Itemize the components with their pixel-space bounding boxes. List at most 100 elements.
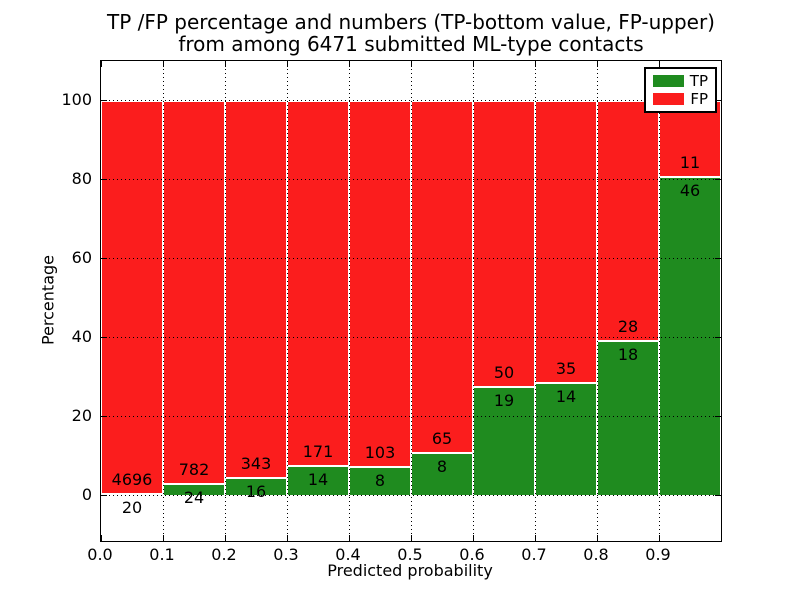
x-tick-label: 0.4 bbox=[335, 545, 361, 564]
tp-count-label: 14 bbox=[307, 470, 329, 490]
bar-fp-segment bbox=[659, 100, 721, 178]
bar-fp-segment bbox=[101, 100, 163, 495]
x-tick-label: 0.0 bbox=[87, 545, 113, 564]
gridline-vertical bbox=[162, 61, 164, 541]
fp-count-label: 171 bbox=[302, 442, 334, 462]
chart-title-line2: from among 6471 submitted ML-type contac… bbox=[178, 32, 644, 56]
y-tick-mark-right bbox=[715, 100, 721, 102]
x-tick-mark-top bbox=[348, 61, 350, 67]
fp-count-label: 11 bbox=[679, 153, 701, 173]
x-tick-label: 0.3 bbox=[273, 545, 299, 564]
tp-count-label: 18 bbox=[617, 345, 639, 365]
x-tick-mark bbox=[596, 535, 598, 541]
gridline-vertical bbox=[348, 61, 350, 541]
y-tick-mark-right bbox=[715, 495, 721, 497]
bar-fp-segment bbox=[225, 100, 287, 479]
y-tick-mark bbox=[101, 337, 107, 339]
legend: TP FP bbox=[644, 67, 717, 113]
legend-entry-fp: FP bbox=[653, 91, 708, 107]
tp-count-label: 46 bbox=[679, 181, 701, 201]
fp-count-label: 28 bbox=[617, 317, 639, 337]
y-tick-mark-right bbox=[715, 337, 721, 339]
plot-area: TP FP 4696 20 782 24 343 16 171 14 103 8 65 8 50 19 35 1… bbox=[100, 60, 722, 542]
fp-count-label: 65 bbox=[431, 428, 453, 448]
x-tick-mark bbox=[348, 535, 350, 541]
gridline-vertical bbox=[534, 61, 536, 541]
x-tick-mark-top bbox=[100, 61, 102, 67]
y-tick-mark bbox=[101, 100, 107, 102]
bar-fp-segment bbox=[411, 100, 473, 453]
x-tick-mark-top bbox=[410, 61, 412, 67]
bar-tp-segment bbox=[597, 341, 659, 496]
gridline-vertical bbox=[286, 61, 288, 541]
bar-fp-segment bbox=[535, 100, 597, 384]
fp-count-label: 343 bbox=[240, 454, 272, 474]
x-tick-mark-top bbox=[658, 61, 660, 67]
fp-count-label: 4696 bbox=[111, 470, 153, 490]
x-tick-mark-top bbox=[162, 61, 164, 67]
bar-tp-segment bbox=[659, 177, 721, 496]
y-tick-mark-right bbox=[715, 179, 721, 181]
bar-tp-segment bbox=[411, 452, 473, 496]
tp-count-label: 14 bbox=[555, 387, 577, 407]
legend-label-tp: TP bbox=[689, 72, 708, 90]
x-tick-mark-top bbox=[472, 61, 474, 67]
bar-fp-segment bbox=[597, 100, 659, 342]
x-axis-label: Predicted probability bbox=[327, 561, 493, 580]
bar-fp-segment bbox=[163, 100, 225, 485]
gridline-vertical bbox=[658, 61, 660, 541]
x-tick-mark bbox=[224, 535, 226, 541]
bar-fp-segment bbox=[473, 100, 535, 388]
fp-count-label: 50 bbox=[493, 363, 515, 383]
tp-count-label: 19 bbox=[493, 391, 515, 411]
x-tick-mark bbox=[410, 535, 412, 541]
bar-tp-segment bbox=[349, 467, 411, 496]
y-tick-mark-right bbox=[715, 258, 721, 260]
y-tick-label: 0 bbox=[81, 484, 92, 504]
y-tick-mark bbox=[101, 495, 107, 497]
x-tick-mark bbox=[472, 535, 474, 541]
legend-swatch-fp bbox=[653, 93, 684, 105]
y-tick-mark bbox=[101, 179, 107, 181]
y-tick-label: 100 bbox=[61, 89, 92, 109]
bar-tp-segment bbox=[535, 383, 597, 496]
fp-count-label: 782 bbox=[178, 460, 210, 480]
x-tick-mark bbox=[100, 535, 102, 541]
x-tick-mark bbox=[286, 535, 288, 541]
tp-count-label: 8 bbox=[374, 471, 386, 491]
legend-swatch-tp bbox=[653, 75, 684, 87]
y-tick-mark bbox=[101, 258, 107, 260]
bar-fp-segment bbox=[287, 100, 349, 467]
gridline-vertical bbox=[410, 61, 412, 541]
fp-count-label: 103 bbox=[364, 443, 396, 463]
y-tick-label: 80 bbox=[71, 168, 92, 188]
y-tick-label: 40 bbox=[71, 326, 92, 346]
tp-count-label: 8 bbox=[436, 456, 448, 476]
x-tick-label: 0.7 bbox=[521, 545, 547, 564]
y-tick-label: 60 bbox=[71, 247, 92, 267]
x-tick-mark bbox=[534, 535, 536, 541]
x-tick-label: 0.8 bbox=[583, 545, 609, 564]
x-tick-label: 0.6 bbox=[459, 545, 485, 564]
y-tick-label: 20 bbox=[71, 405, 92, 425]
tp-count-label: 16 bbox=[245, 482, 267, 502]
chart-title: TP /FP percentage and numbers (TP-bottom… bbox=[100, 11, 722, 55]
x-tick-mark-top bbox=[286, 61, 288, 67]
tp-count-label: 24 bbox=[183, 488, 205, 508]
x-tick-mark-top bbox=[534, 61, 536, 67]
x-tick-mark-top bbox=[596, 61, 598, 67]
gridline-vertical bbox=[596, 61, 598, 541]
x-tick-mark-top bbox=[224, 61, 226, 67]
fp-count-label: 35 bbox=[555, 359, 577, 379]
x-tick-label: 0.2 bbox=[211, 545, 237, 564]
y-tick-mark-right bbox=[715, 416, 721, 418]
legend-entry-tp: TP bbox=[653, 73, 708, 89]
x-tick-mark bbox=[658, 535, 660, 541]
y-tick-mark bbox=[101, 416, 107, 418]
chart-title-line1: TP /FP percentage and numbers (TP-bottom… bbox=[107, 10, 715, 34]
legend-label-fp: FP bbox=[690, 90, 708, 108]
bar-fp-segment bbox=[349, 100, 411, 468]
gridline-vertical bbox=[224, 61, 226, 541]
tp-count-label: 20 bbox=[121, 498, 143, 518]
